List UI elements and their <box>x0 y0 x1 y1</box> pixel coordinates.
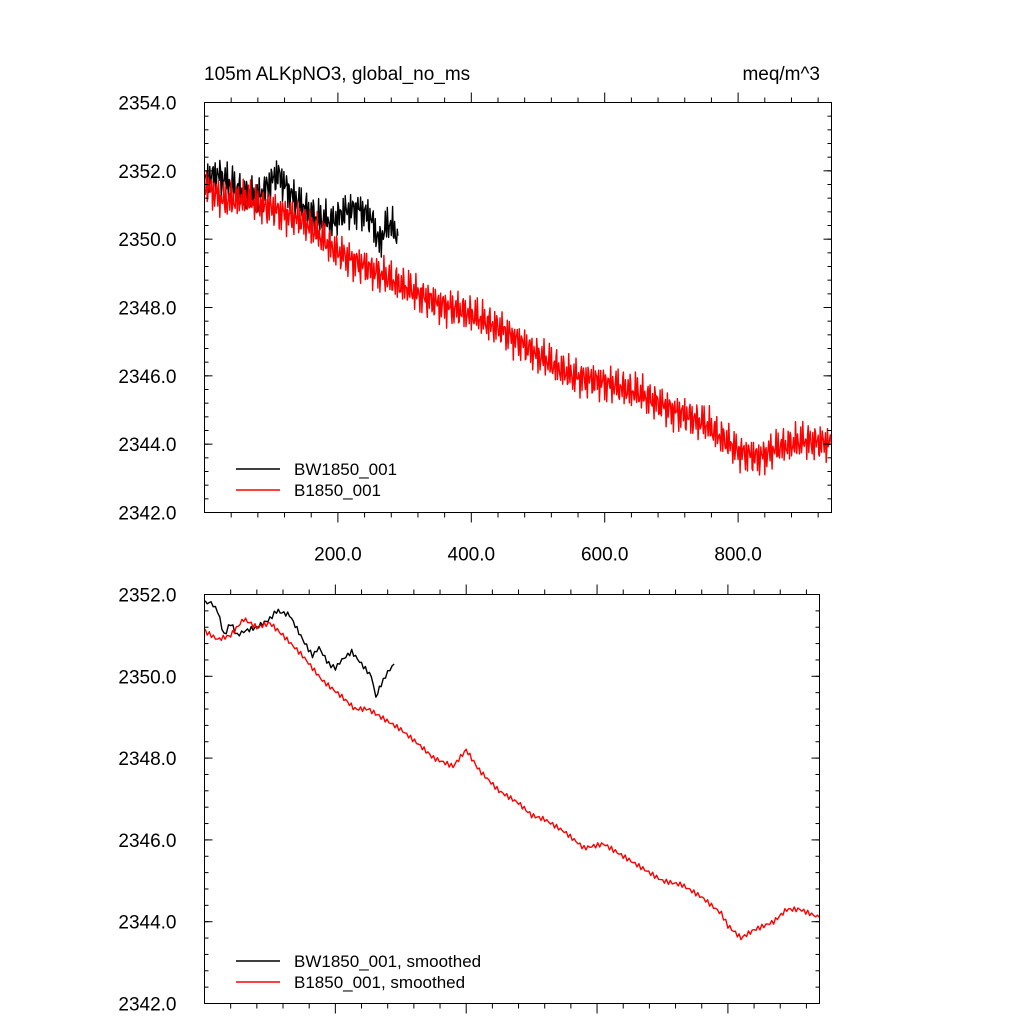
top-ticks-group: 2354.0 2352.0 2350.0 2348.0 2346.0 2344.0 2342… <box>118 92 832 566</box>
x-tick-label: 200.0 <box>314 545 362 566</box>
y-tick-label: 2348.0 <box>118 749 176 770</box>
bottom-plot-frame <box>204 594 820 1004</box>
units-label: meq/m^3 <box>742 64 820 85</box>
y-tick-label: 2346.0 <box>118 367 176 388</box>
series-line-0 <box>204 159 399 258</box>
bottom-ticks-group: 2352.0 2350.0 2348.0 2346.0 2344.0 2342.0 <box>118 584 820 1016</box>
series-line-1 <box>204 170 833 476</box>
x-tick-label: 800.0 <box>714 545 762 566</box>
y-tick-label: 2342.0 <box>118 995 176 1016</box>
top-legend: BW1850_001 B1850_001 <box>236 460 397 500</box>
bottom-legend: BW1850_001, smoothed B1850_001, smoothed <box>236 952 481 992</box>
y-tick-label: 2354.0 <box>118 94 176 115</box>
legend-label-b1850: B1850_001 <box>294 481 381 500</box>
y-tick-label: 2348.0 <box>118 299 176 320</box>
y-tick-label: 2346.0 <box>118 831 176 852</box>
bottom-panel: 2352.0 2350.0 2348.0 2346.0 2344.0 2342.0 BW1… <box>118 584 821 1016</box>
legend-label-b1850-smoothed: B1850_001, smoothed <box>294 973 465 992</box>
y-tick-label: 2352.0 <box>118 162 176 183</box>
y-tick-label: 2350.0 <box>118 230 176 251</box>
y-tick-label: 2344.0 <box>118 435 176 456</box>
y-tick-label: 2342.0 <box>118 504 176 525</box>
y-tick-label: 2344.0 <box>118 913 176 934</box>
legend-label-bw1850: BW1850_001 <box>294 460 397 479</box>
chart-title: 105m ALKpNO3, global_no_ms <box>204 64 470 85</box>
legend-label-bw1850-smoothed: BW1850_001, smoothed <box>294 952 481 971</box>
series-line-0 <box>204 600 395 698</box>
top-series-group <box>204 159 833 476</box>
y-tick-label: 2352.0 <box>118 586 176 607</box>
x-tick-label: 400.0 <box>448 545 496 566</box>
x-tick-label: 600.0 <box>581 545 629 566</box>
top-panel: 105m ALKpNO3, global_no_ms meq/m^3 2354.… <box>118 64 833 566</box>
series-line-1 <box>204 617 821 941</box>
y-tick-label: 2350.0 <box>118 667 176 688</box>
bottom-series-group <box>204 600 821 941</box>
